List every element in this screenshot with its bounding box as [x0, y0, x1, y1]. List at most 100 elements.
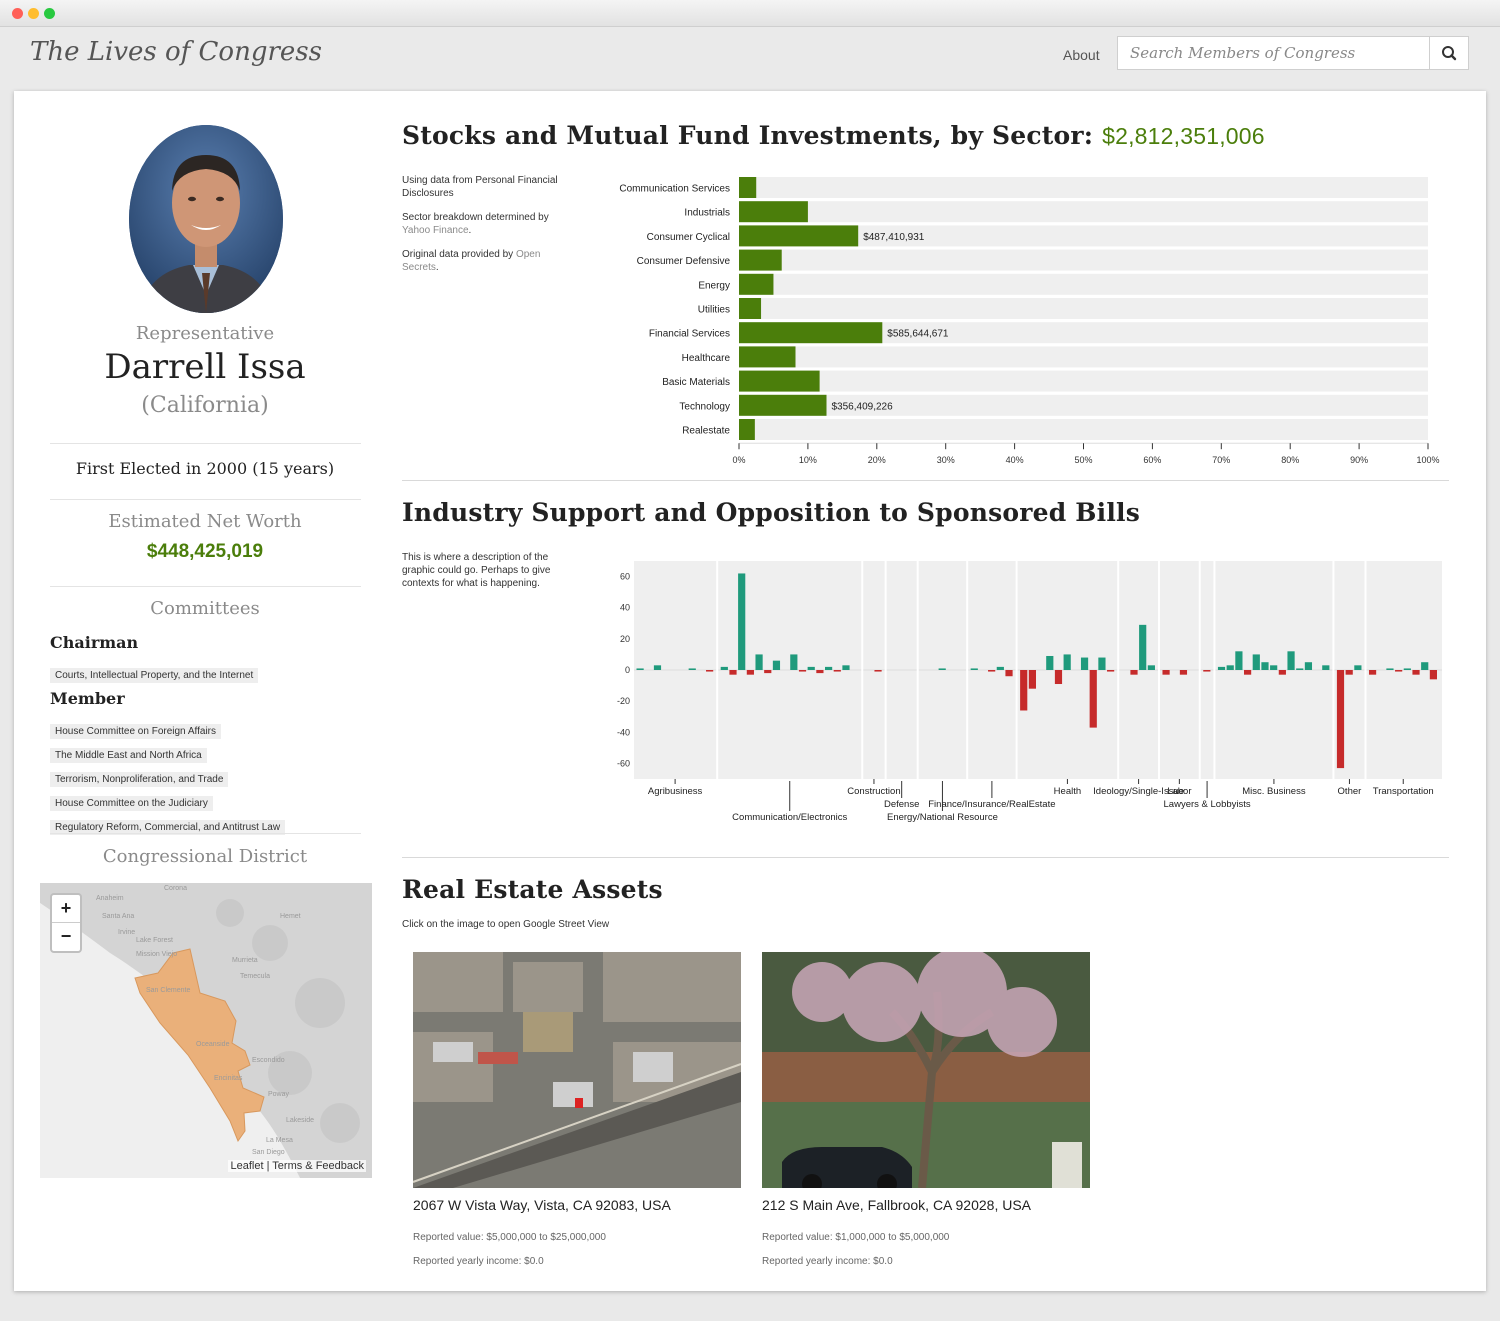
industry-bar — [1046, 655, 1054, 670]
industry-bar — [1020, 670, 1028, 711]
stocks-title-text: Stocks and Mutual Fund Investments, by S… — [402, 121, 1094, 150]
terms-feedback-link[interactable]: Terms & Feedback — [272, 1160, 364, 1172]
place-label: Mission Viejo — [136, 951, 178, 958]
asset-card: 2067 W Vista Way, Vista, CA 92083, USA R… — [413, 952, 741, 1268]
industry-bar — [1287, 651, 1295, 670]
industry-bar — [755, 654, 763, 670]
industry-bar — [1412, 670, 1420, 675]
sector-bar — [739, 225, 859, 247]
industry-bar — [1403, 668, 1411, 670]
minimize-window-button[interactable] — [28, 8, 39, 19]
industry-bar — [1386, 668, 1394, 670]
bar-track — [739, 298, 1428, 319]
industry-bar — [1203, 670, 1211, 672]
industry-bar — [1139, 624, 1147, 670]
industry-bar — [1147, 665, 1155, 670]
attribution-separator: | — [263, 1160, 273, 1172]
asset-address: 2067 W Vista Way, Vista, CA 92083, USA — [413, 1197, 671, 1213]
asset-card: 212 S Main Ave, Fallbrook, CA 92028, USA… — [762, 952, 1090, 1268]
industry-bar — [729, 670, 737, 675]
stocks-note-2: Sector breakdown determined by Yahoo Fin… — [402, 211, 562, 237]
place-label: San Diego — [252, 1149, 285, 1156]
group-label: Communication/Electronics — [732, 812, 847, 823]
divider — [50, 586, 361, 587]
divider — [50, 443, 361, 444]
industry-bar — [798, 670, 807, 672]
site-brand[interactable]: The Lives of Congress — [30, 37, 322, 67]
committee-pill[interactable]: Terrorism, Nonproliferation, and Trade — [50, 772, 229, 787]
chairman-list: Courts, Intellectual Property, and the I… — [50, 665, 259, 689]
x-tick-label: 60% — [1143, 455, 1161, 465]
y-tick-label: 60 — [620, 572, 630, 582]
bar-track — [739, 370, 1428, 392]
committee-pill[interactable]: The Middle East and North Africa — [50, 748, 207, 763]
x-tick-label: 70% — [1212, 455, 1230, 465]
sector-label: Technology — [679, 401, 730, 412]
industry-bar — [1244, 670, 1252, 675]
district-map[interactable]: + − Corona Anaheim Santa Ana Irvine Lake… — [40, 883, 372, 1178]
place-label: Santa Ana — [102, 913, 135, 920]
asset-address: 212 S Main Ave, Fallbrook, CA 92028, USA — [762, 1197, 1032, 1213]
bar-track — [739, 273, 1428, 295]
sector-bar — [739, 201, 808, 223]
industry-bar — [1252, 654, 1260, 670]
open-secrets-link[interactable]: Open Secrets — [402, 249, 541, 273]
industry-bar — [833, 670, 841, 672]
committee-pill[interactable]: Courts, Intellectual Property, and the I… — [50, 668, 259, 683]
industry-bar — [636, 668, 644, 670]
sector-label: Healthcare — [682, 353, 731, 364]
x-tick-label: 100% — [1416, 455, 1439, 465]
street-image — [762, 952, 1090, 1188]
industry-bar — [1005, 670, 1013, 677]
zoom-in-button[interactable]: + — [52, 895, 80, 923]
industry-chart: 60 40 20 0 -20 -40 -60 Agribusiness Communicatio… — [617, 561, 1442, 823]
committee-pill[interactable]: House Committee on the Judiciary — [50, 796, 213, 811]
x-tick-label: 80% — [1281, 455, 1299, 465]
sector-bar — [739, 273, 774, 295]
industry-bar — [1354, 665, 1362, 670]
site-header: The Lives of Congress About Search Membe… — [0, 27, 1500, 90]
committee-pill[interactable]: House Committee on Foreign Affairs — [50, 724, 222, 739]
industry-bar — [746, 670, 754, 675]
search-button[interactable] — [1429, 36, 1469, 70]
bar-track — [739, 322, 1428, 344]
committees-title: Committees — [150, 598, 260, 619]
industry-bar — [842, 665, 850, 670]
industry-bar — [1235, 651, 1243, 670]
asset-photo-street[interactable] — [762, 952, 1090, 1188]
sector-bar — [739, 177, 757, 198]
about-link[interactable]: About — [1063, 47, 1100, 63]
leaflet-link[interactable]: Leaflet — [230, 1160, 264, 1172]
divider — [50, 499, 361, 500]
member-label: Member — [50, 689, 125, 708]
search-input[interactable]: Search Members of Congress — [1117, 36, 1430, 70]
industry-bar — [988, 670, 996, 672]
close-window-button[interactable] — [12, 8, 23, 19]
industry-bar — [1304, 662, 1313, 670]
x-tick-label: 30% — [937, 455, 955, 465]
maximize-window-button[interactable] — [44, 8, 55, 19]
industry-bar — [1089, 670, 1097, 728]
group-label: Misc. Business — [1242, 786, 1306, 797]
place-label: Escondido — [252, 1057, 285, 1064]
sector-label: Industrials — [684, 208, 730, 219]
realestate-title: Real Estate Assets — [402, 875, 663, 904]
committee-pill[interactable]: Regulatory Reform, Commercial, and Antit… — [50, 820, 286, 835]
yahoo-finance-link[interactable]: Yahoo Finance — [402, 225, 469, 236]
x-tick-label: 10% — [799, 455, 817, 465]
place-label: Temecula — [240, 973, 270, 980]
zoom-out-button[interactable]: − — [60, 926, 72, 946]
asset-photo-aerial[interactable] — [413, 952, 741, 1188]
industry-bar — [874, 670, 882, 672]
sector-bar — [739, 346, 796, 368]
main-card: Representative Darrell Issa (California)… — [14, 91, 1486, 1291]
sector-label: Utilities — [698, 305, 730, 316]
place-label: Irvine — [118, 929, 136, 936]
sector-label: Consumer Defensive — [637, 256, 731, 267]
industry-bar — [1028, 670, 1036, 689]
x-tick-label: 40% — [1006, 455, 1024, 465]
portrait-image — [129, 125, 283, 313]
group-label: Agribusiness — [648, 786, 703, 797]
sector-chart: Communication Services Industrials Consume… — [619, 177, 1440, 465]
industry-bar — [738, 573, 746, 670]
